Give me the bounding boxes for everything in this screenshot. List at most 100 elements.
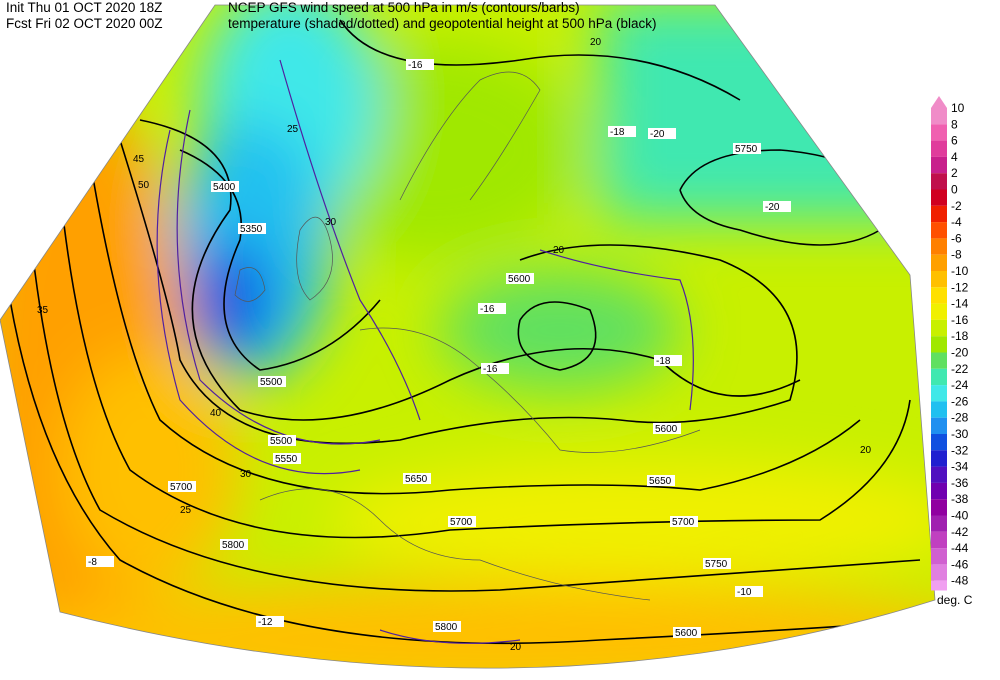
height-label: 5800 — [222, 540, 245, 551]
label-box — [506, 273, 534, 284]
label-box — [406, 59, 434, 70]
temperature-label: -20 — [765, 202, 780, 213]
colorbar-label: -42 — [951, 525, 969, 539]
colorbar-label: 6 — [951, 134, 958, 148]
colorbar-label: -12 — [951, 280, 969, 294]
height-label: 5650 — [405, 474, 428, 485]
temperature-label: -18 — [656, 356, 671, 367]
map-border — [0, 4, 936, 669]
colorbar-label: 2 — [951, 166, 958, 180]
height-label: 5800 — [435, 622, 458, 633]
label-box — [735, 586, 763, 597]
wind-label: 25 — [180, 505, 192, 516]
wind-label: 45 — [133, 154, 145, 165]
forecast-time: Fcst Fri 02 OCT 2020 00Z — [6, 16, 163, 31]
height-label: 5750 — [705, 559, 728, 570]
label-box — [268, 435, 296, 446]
title-line: NCEP GFS wind speed at 500 hPa in m/s (c… — [228, 0, 580, 15]
temperature-label: -12 — [258, 617, 273, 628]
colorbar-label: -34 — [951, 460, 969, 474]
wind-label: 20 — [860, 445, 872, 456]
colorbar-swatch — [931, 173, 947, 190]
wind-contours — [156, 59, 694, 644]
colorbar-swatch — [931, 401, 947, 418]
label-box — [733, 143, 761, 154]
colorbar-swatch — [931, 450, 947, 467]
colorbar-swatch — [931, 482, 947, 500]
label-box — [673, 627, 701, 638]
label-box — [433, 621, 461, 632]
colorbar-label: -46 — [951, 557, 969, 571]
label-box — [647, 475, 675, 486]
wind-label: 25 — [287, 124, 299, 135]
wind-label: 50 — [138, 180, 150, 191]
colorbar-swatch — [931, 434, 947, 451]
temperature-label: -10 — [737, 587, 752, 598]
colorbar-label: -40 — [951, 509, 969, 523]
temperature-label: -16 — [408, 60, 423, 71]
colorbar-swatch — [931, 531, 947, 549]
colorbar-swatch — [931, 271, 947, 288]
height-label: 5400 — [213, 182, 236, 193]
colorbar-swatch — [931, 287, 947, 304]
colorbar-swatch — [931, 140, 947, 157]
colorbar-label: -2 — [951, 199, 962, 213]
wind-label: 40 — [210, 408, 222, 419]
colorbar-swatch — [931, 189, 947, 206]
colorbar-label: -30 — [951, 427, 969, 441]
height-label: 5600 — [508, 274, 531, 285]
coastlines — [234, 71, 701, 601]
label-box — [654, 355, 682, 366]
label-box — [448, 516, 476, 527]
height-label: 5650 — [649, 476, 672, 487]
colorbar-label: -20 — [951, 346, 969, 360]
temperature-label: -16 — [480, 304, 495, 315]
colorbar-label: -22 — [951, 362, 969, 376]
wind-label: 20 — [510, 642, 522, 653]
colorbar-swatch — [931, 417, 947, 434]
colorbar-arrow — [931, 96, 947, 108]
colorbar-label: -10 — [951, 264, 969, 278]
colorbar-label: -24 — [951, 378, 969, 392]
wind-label: 20 — [553, 245, 565, 256]
colorbar-label: -14 — [951, 297, 969, 311]
colorbar-label: -8 — [951, 248, 962, 262]
label-box — [256, 616, 284, 627]
colorbar-label: -6 — [951, 231, 962, 245]
height-label: 5500 — [270, 436, 293, 447]
temperature-label: -18 — [610, 127, 625, 138]
height-label: 5700 — [450, 517, 473, 528]
colorbar-swatch — [931, 499, 947, 516]
colorbar-swatch — [931, 352, 947, 369]
temperature-label: -16 — [483, 364, 498, 375]
colorbar-swatch — [931, 515, 947, 532]
label-box — [168, 481, 196, 492]
colorbar-label: -26 — [951, 394, 969, 408]
label-box — [703, 558, 731, 569]
wind-label: 30 — [240, 469, 252, 480]
height-label: 5700 — [672, 517, 695, 528]
colorbar-label: 8 — [951, 117, 958, 131]
colorbar-swatch — [931, 238, 947, 255]
label-box — [238, 223, 266, 234]
colorbar-label: -36 — [951, 476, 969, 490]
label-box — [273, 453, 301, 464]
height-label: 5600 — [675, 628, 698, 639]
colorbar-label: -4 — [951, 215, 962, 229]
colorbar-swatch — [931, 108, 947, 125]
label-box — [608, 126, 636, 137]
wind-label: 30 — [325, 217, 337, 228]
colorbar-label: 10 — [951, 101, 965, 115]
title-line: temperature (shaded/dotted) and geopoten… — [228, 16, 657, 31]
colorbar-swatch — [931, 254, 947, 271]
colorbar-swatch — [931, 548, 947, 565]
temperature-label: -8 — [88, 557, 97, 568]
height-label: 5350 — [240, 224, 263, 235]
colorbar-swatch — [931, 222, 947, 239]
init-time: Init Thu 01 OCT 2020 18Z — [6, 0, 162, 15]
label-box — [653, 423, 681, 434]
colorbar-swatch — [931, 466, 947, 483]
